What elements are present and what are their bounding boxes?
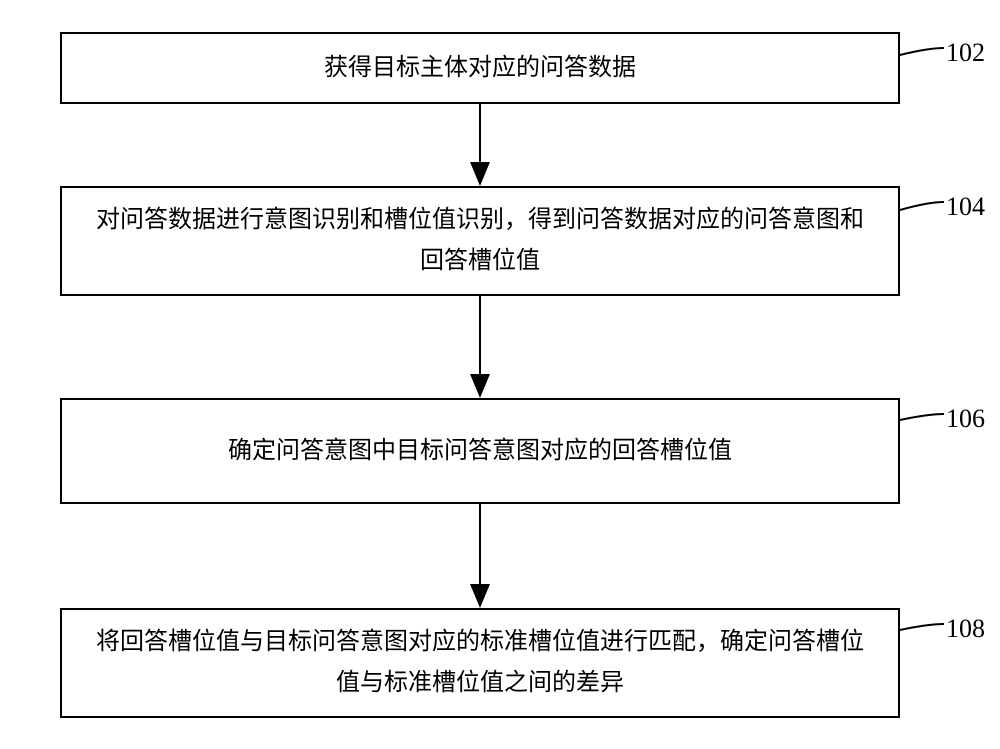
flow-node-102: 获得目标主体对应的问答数据 (60, 32, 900, 104)
flow-label-108: 108 (946, 614, 985, 644)
flow-node-106: 确定问答意图中目标问答意图对应的回答槽位值 (60, 398, 900, 504)
flow-node-106-text: 确定问答意图中目标问答意图对应的回答槽位值 (228, 431, 732, 472)
flow-node-104: 对问答数据进行意图识别和槽位值识别，得到问答数据对应的问答意图和回答槽位值 (60, 186, 900, 296)
label-connector-102 (900, 48, 944, 55)
flow-label-106: 106 (946, 404, 985, 434)
flowchart-canvas: 获得目标主体对应的问答数据 102 对问答数据进行意图识别和槽位值识别，得到问答… (0, 0, 1000, 749)
label-connector-106 (900, 414, 944, 420)
label-connector-104 (900, 202, 944, 210)
label-connector-108 (900, 624, 944, 630)
flow-label-104: 104 (946, 192, 985, 222)
flow-node-104-text: 对问答数据进行意图识别和槽位值识别，得到问答数据对应的问答意图和回答槽位值 (86, 200, 874, 282)
flow-node-102-text: 获得目标主体对应的问答数据 (324, 48, 636, 89)
flow-node-108: 将回答槽位值与目标问答意图对应的标准槽位值进行匹配，确定问答槽位值与标准槽位值之… (60, 608, 900, 718)
flow-node-108-text: 将回答槽位值与目标问答意图对应的标准槽位值进行匹配，确定问答槽位值与标准槽位值之… (86, 622, 874, 704)
flow-label-102: 102 (946, 38, 985, 68)
